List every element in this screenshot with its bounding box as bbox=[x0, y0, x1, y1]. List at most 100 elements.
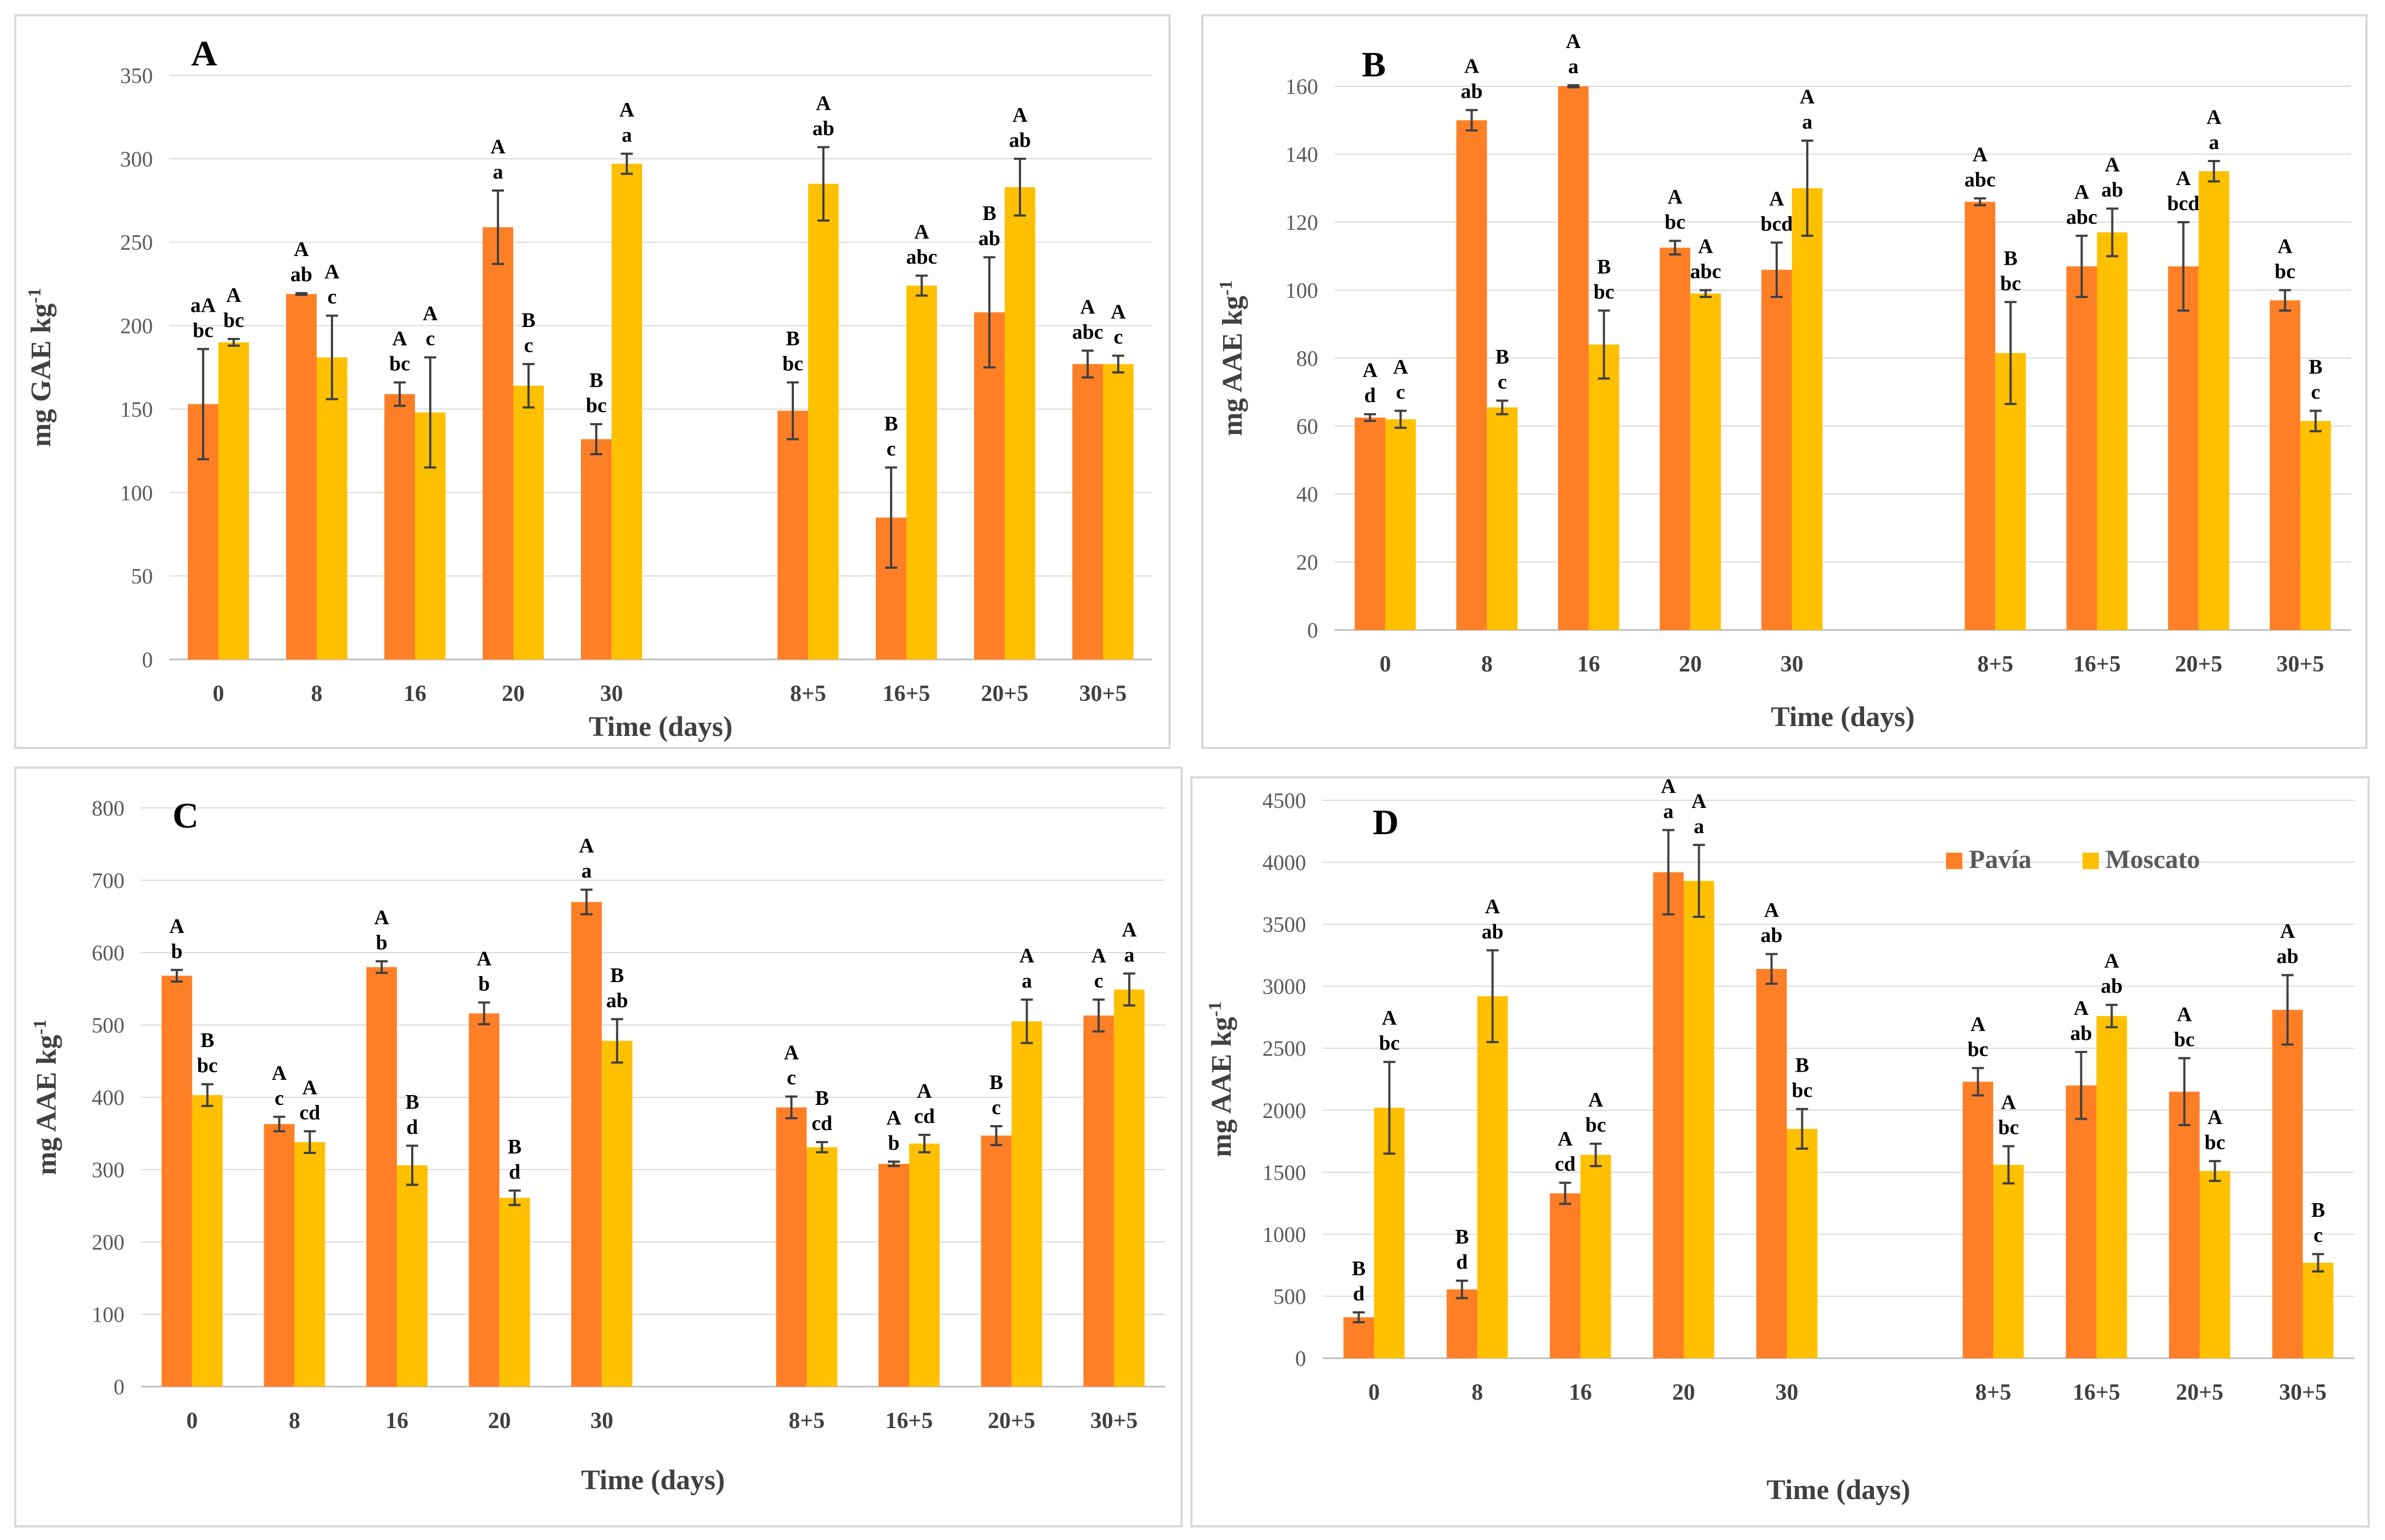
chart-b-significance-letter: A bbox=[1362, 359, 1378, 382]
chart-b-error-bar bbox=[1669, 240, 1681, 256]
chart-c-error-bar bbox=[406, 1144, 418, 1186]
chart-c-significance-letter: B bbox=[815, 1087, 829, 1110]
chart-d-significance-letter: a bbox=[1694, 815, 1704, 838]
chart-a-significance-letter: c bbox=[524, 334, 533, 357]
chart-d-y-tick-label: 2000 bbox=[1262, 1098, 1306, 1123]
chart-c-y-tick-label: 500 bbox=[92, 1013, 124, 1038]
chart-b-significance-letter: A bbox=[2277, 235, 2293, 258]
chart-b-significance-letter: bc bbox=[1665, 211, 1686, 234]
chart-a-error-bar bbox=[394, 381, 406, 407]
chart-d-error-bar bbox=[2075, 1051, 2087, 1120]
chart-d-significance-letter: A bbox=[2001, 1091, 2016, 1114]
chart-c-significance-letter: A bbox=[374, 906, 389, 929]
chart-c-significance-letter: A bbox=[784, 1042, 799, 1065]
chart-c-significance-letter: a bbox=[1022, 970, 1032, 992]
chart-a-bar-pavia bbox=[581, 439, 612, 659]
chart-c-y-tick-label: 200 bbox=[92, 1230, 124, 1254]
chart-a-error-bar bbox=[983, 256, 995, 368]
chart-a-x-tick-label: 16+5 bbox=[883, 681, 930, 706]
chart-b-bar-moscato bbox=[2097, 232, 2128, 630]
chart-c-error-bar bbox=[1123, 972, 1136, 1007]
chart-b-panel-letter: B bbox=[1362, 45, 1386, 85]
chart-b-significance-letter: A bbox=[1698, 235, 1713, 258]
chart-c-significance-letter: b bbox=[171, 940, 182, 963]
chart-d-error-bar bbox=[1796, 1108, 1808, 1150]
chart-c-significance-letter: A bbox=[1019, 944, 1035, 967]
legend-swatch-pavia bbox=[1946, 853, 1962, 869]
chart-c-y-tick-label: 0 bbox=[114, 1375, 124, 1399]
chart-b-significance-letter: bc bbox=[1594, 281, 1615, 304]
chart-a-significance-letter: A bbox=[490, 135, 506, 158]
chart-b-bar-pavia bbox=[2269, 300, 2300, 630]
chart-d-bar-moscato bbox=[2303, 1263, 2334, 1358]
chart-b-bar-pavia bbox=[1965, 201, 1996, 630]
chart-c-y-axis-label: mg AAE kg-1 bbox=[30, 1019, 63, 1175]
legend-label-moscato: Moscato bbox=[2105, 845, 2200, 874]
chart-a-significance-letter: bc bbox=[193, 319, 213, 342]
chart-c-error-bar bbox=[990, 1125, 1002, 1146]
chart-d-y-tick-label: 2500 bbox=[1262, 1036, 1306, 1061]
chart-b-significance-letter: A bbox=[2176, 167, 2191, 190]
chart-d-significance-letter: B bbox=[2311, 1199, 2325, 1222]
chart-c-significance-letter: c bbox=[1094, 970, 1103, 992]
chart-a-panel-letter: A bbox=[191, 34, 217, 74]
chart-c-significance-letter: A bbox=[272, 1062, 287, 1085]
chart-a-significance-letter: A bbox=[816, 92, 831, 115]
chart-b-bar-moscato bbox=[1791, 188, 1823, 630]
chart-d-significance-letter: d bbox=[1353, 1282, 1364, 1305]
chart-b-y-tick-label: 160 bbox=[1285, 74, 1318, 99]
chart-b-error-bar bbox=[2279, 289, 2291, 312]
chart-a-significance-letter: ab bbox=[978, 227, 1000, 250]
chart-a-significance-letter: a bbox=[493, 160, 503, 183]
chart-a-x-tick-label: 20+5 bbox=[981, 681, 1029, 706]
chart-a-error-bar bbox=[424, 356, 436, 469]
chart-a-error-bar bbox=[885, 466, 897, 569]
chart-b-y-tick-label: 40 bbox=[1296, 482, 1318, 507]
chart-d-bar-pavia bbox=[2272, 1009, 2303, 1358]
chart-c-bar-moscato bbox=[909, 1143, 940, 1387]
chart-a-error-bar bbox=[228, 338, 240, 347]
chart-b-significance-letter: A bbox=[2074, 181, 2090, 204]
chart-a-significance-letter: ab bbox=[1009, 129, 1031, 152]
chart-b-significance-letter: bc bbox=[2000, 272, 2021, 295]
chart-c-y-tick-label: 600 bbox=[92, 941, 124, 965]
chart-b-bar-moscato bbox=[1588, 344, 1619, 630]
chart-c-error-bar bbox=[918, 1133, 930, 1153]
chart-a-bar-pavia bbox=[974, 312, 1005, 659]
chart-c-error-bar bbox=[201, 1083, 213, 1107]
chart-a-error-bar bbox=[295, 292, 307, 296]
chart-b-error-bar bbox=[1699, 289, 1712, 298]
chart-b-significance-letter: B bbox=[2004, 247, 2018, 270]
chart-c-y-tick-label: 800 bbox=[92, 796, 124, 820]
chart-b-significance-letter: abc bbox=[1690, 260, 1721, 283]
chart-a-error-bar bbox=[817, 146, 829, 222]
chart-d-y-tick-label: 4500 bbox=[1262, 788, 1306, 813]
chart-a-error-bar bbox=[326, 314, 338, 401]
chart-a-y-tick-label: 200 bbox=[120, 314, 153, 338]
chart-d-significance-letter: a bbox=[1663, 800, 1674, 823]
chart-b-error-bar bbox=[2208, 159, 2220, 183]
chart-b-significance-letter: c bbox=[2311, 380, 2320, 403]
chart-c-y-tick-label: 300 bbox=[92, 1158, 124, 1182]
chart-c-x-tick-label: 30 bbox=[590, 1408, 613, 1434]
chart-b-error-bar bbox=[1598, 309, 1610, 380]
chart-d-bar-pavia bbox=[2066, 1085, 2097, 1358]
chart-c-significance-letter: A bbox=[169, 915, 185, 938]
chart-b-x-axis-label: Time (days) bbox=[1771, 701, 1914, 733]
chart-d-x-tick-label: 20+5 bbox=[2176, 1380, 2223, 1405]
chart-c-significance-letter: A bbox=[886, 1107, 901, 1129]
chart-b-x-tick-label: 20+5 bbox=[2175, 652, 2222, 677]
chart-d-y-tick-label: 1000 bbox=[1262, 1222, 1306, 1247]
chart-a-significance-letter: A bbox=[1012, 104, 1028, 127]
chart-a-x-tick-label: 8+5 bbox=[790, 681, 826, 706]
chart-d-bar-pavia bbox=[1962, 1081, 1994, 1358]
chart-a-error-bar bbox=[1082, 349, 1094, 379]
chart-d-bar-moscato bbox=[1477, 996, 1508, 1358]
chart-c-bar-pavia bbox=[1083, 1015, 1114, 1387]
chart-b-error-bar bbox=[1395, 409, 1407, 429]
chart-a-significance-letter: c bbox=[887, 437, 896, 460]
chart-panel-c: 0 100 200 300 400 500 600 700 800 C Time (days) mg … bbox=[14, 766, 1183, 1527]
chart-c-bar-pavia bbox=[366, 967, 397, 1387]
chart-d-significance-letter: A bbox=[1588, 1089, 1604, 1111]
chart-a-significance-letter: B bbox=[521, 309, 535, 332]
